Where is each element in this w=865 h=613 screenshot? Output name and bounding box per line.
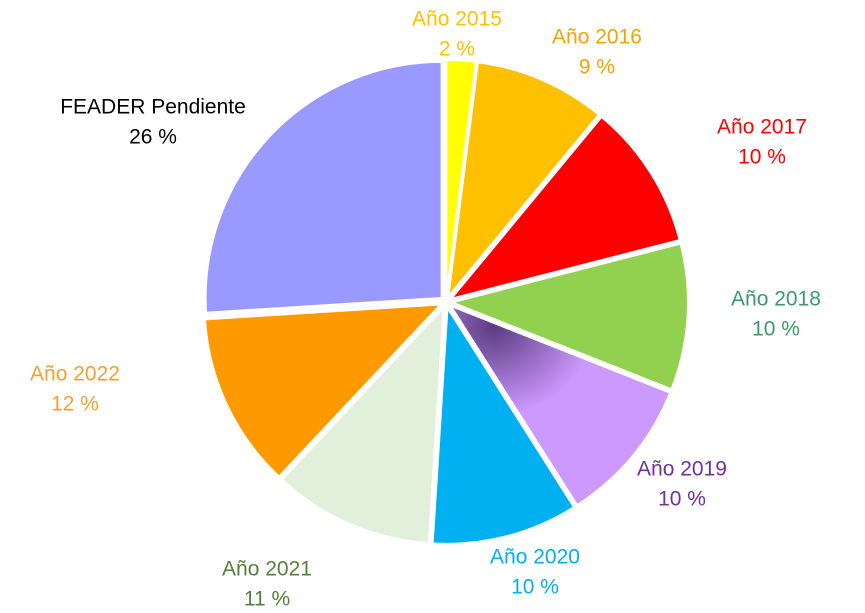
slice-label: Año 2019 (637, 458, 727, 481)
pie-slice (448, 242, 689, 391)
slice-label: Año 2015 (412, 8, 502, 31)
slice-label: FEADER Pendiente (60, 96, 246, 119)
slice-value-label: 10 % (511, 576, 559, 599)
slice-value-label: 12 % (51, 393, 99, 416)
pie-slice (448, 303, 672, 507)
pie-slice (204, 60, 443, 314)
pie-slice (431, 304, 576, 545)
slice-label: Año 2021 (222, 558, 312, 581)
pie-slice (203, 303, 444, 479)
slice-value-label: 11 % (244, 588, 290, 611)
slice-label: Año 2020 (490, 546, 580, 569)
slice-value-label: 10 % (658, 488, 706, 511)
slice-label: Año 2017 (717, 116, 807, 139)
pie-slice (445, 59, 478, 297)
slice-value-label: 10 % (738, 146, 786, 169)
slice-label: Año 2022 (30, 363, 120, 386)
slice-value-label: 26 % (129, 126, 177, 149)
slice-value-label: 2 % (439, 38, 475, 61)
slice-value-label: 9 % (579, 56, 615, 79)
slice-label: Año 2018 (731, 288, 821, 311)
pie-slice (448, 115, 681, 301)
slice-label: Año 2016 (552, 26, 642, 49)
pie-slice (280, 304, 445, 545)
pie-slice (446, 61, 601, 300)
slice-value-label: 10 % (752, 318, 800, 341)
